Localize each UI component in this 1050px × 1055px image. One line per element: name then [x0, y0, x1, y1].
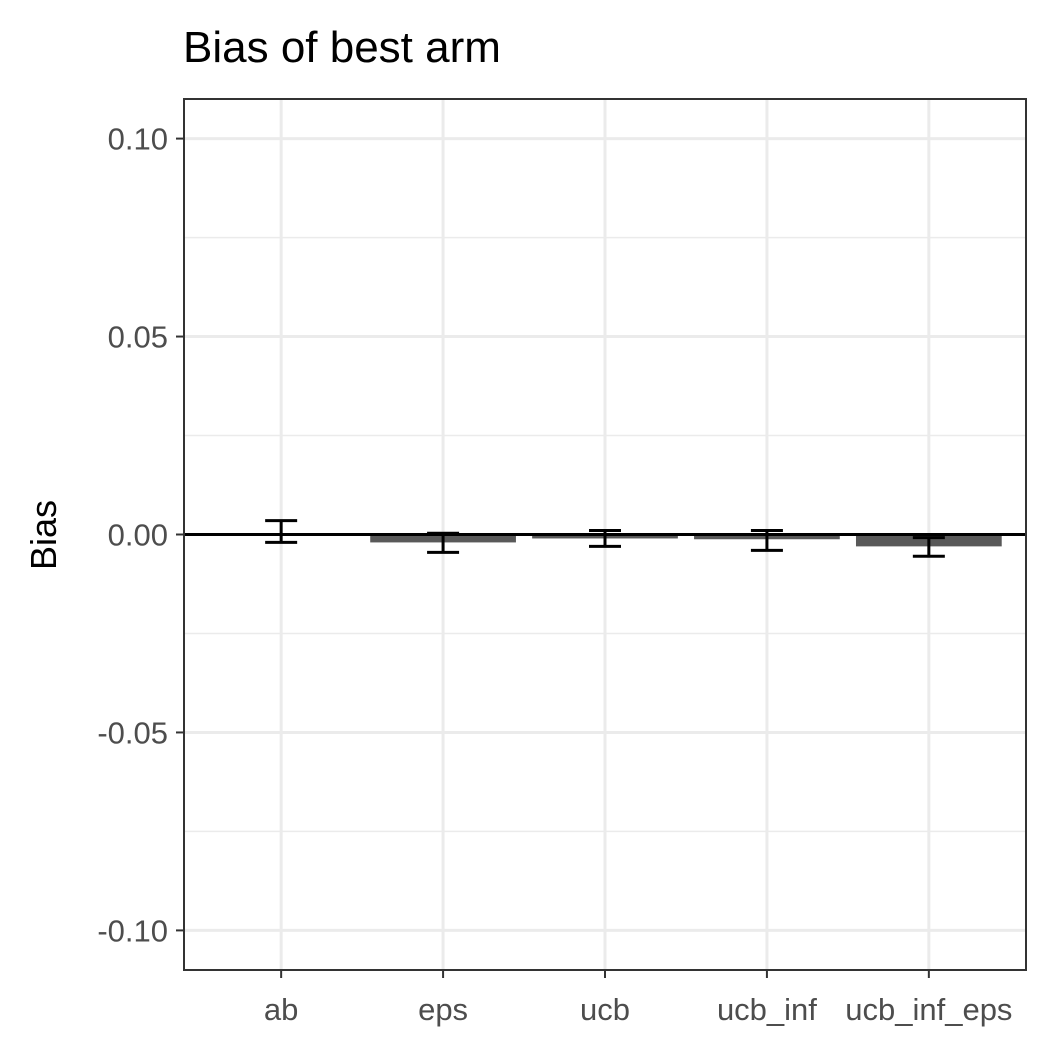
x-axis: ab eps ucb ucb_inf ucb_inf_eps: [264, 970, 1013, 1027]
x-tick-label: eps: [418, 992, 468, 1027]
x-tick-label: ucb: [580, 992, 630, 1027]
x-tick-label: ab: [264, 992, 298, 1027]
y-tick-label: 0.00: [108, 518, 168, 553]
y-tick-label: -0.10: [97, 913, 168, 948]
y-tick-label: -0.05: [97, 715, 168, 750]
x-tick-label: ucb_inf: [717, 992, 817, 1027]
y-tick-label: 0.10: [108, 122, 168, 157]
y-axis: 0.10 0.05 0.00 -0.05 -0.10: [97, 122, 184, 949]
x-tick-label: ucb_inf_eps: [845, 992, 1012, 1027]
y-tick-label: 0.05: [108, 320, 168, 355]
y-axis-label: Bias: [23, 500, 64, 570]
chart-title: Bias of best arm: [183, 23, 501, 72]
